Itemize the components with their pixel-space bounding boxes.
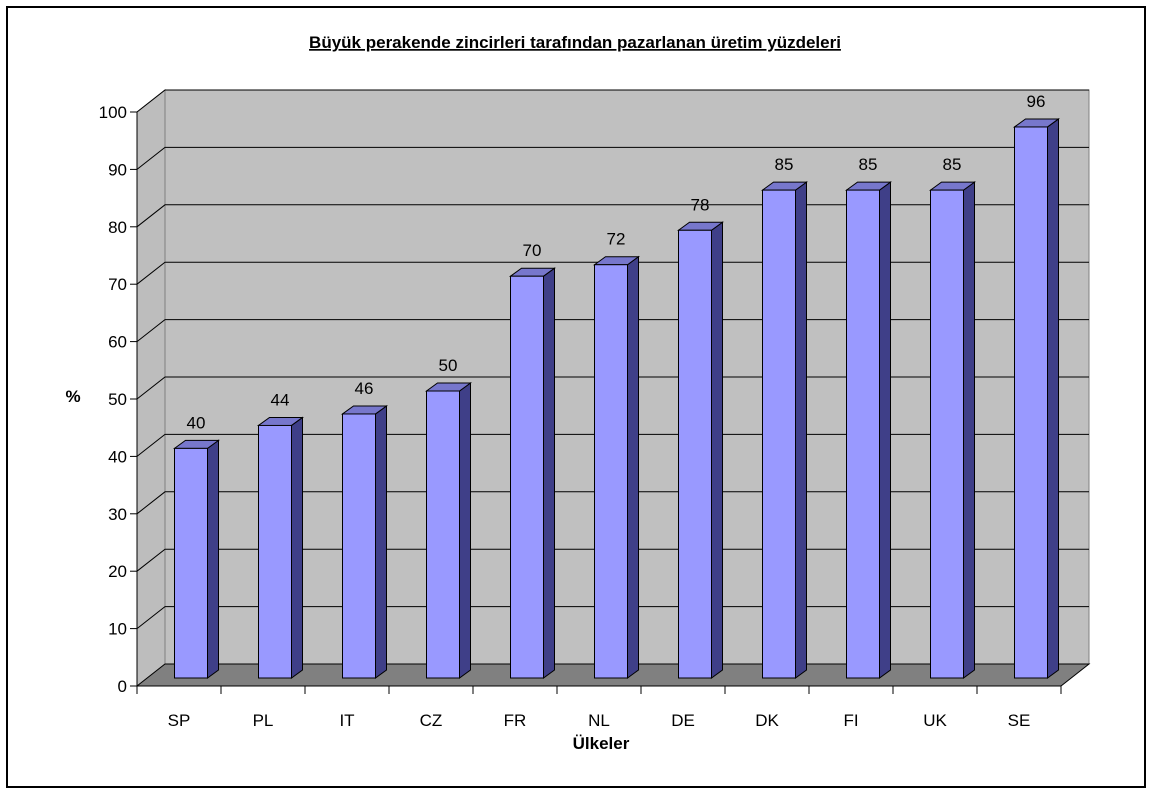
- bar-side-face: [1047, 117, 1059, 679]
- data-label-fi: 85: [859, 155, 878, 174]
- bar-side-face: [627, 255, 639, 679]
- labels: 0 10 20 30 40 50 60 70 80 90 100 40 SP 44 PL 46 IT 50 CZ 70…: [99, 92, 1046, 730]
- bar-se: [1012, 117, 1061, 679]
- bar-front-face: [930, 189, 964, 679]
- bar-side-face: [459, 382, 471, 679]
- chart-svg: Büyük perakende zincirleri tarafından pa…: [6, 6, 1146, 788]
- bars: [172, 117, 1061, 679]
- bar-side-face: [963, 181, 975, 679]
- bar-front-face: [426, 390, 460, 679]
- bar-de: [676, 221, 725, 679]
- x-tick-label-sp: SP: [168, 711, 191, 730]
- data-label-se: 96: [1027, 92, 1046, 111]
- y-tick-label: 50: [108, 390, 127, 409]
- data-label-sp: 40: [187, 413, 206, 432]
- data-label-cz: 50: [439, 356, 458, 375]
- bar-dk: [760, 181, 809, 679]
- x-tick-label-fr: FR: [504, 711, 527, 730]
- y-tick-label: 30: [108, 505, 127, 524]
- y-tick-label: 20: [108, 562, 127, 581]
- bar-sp: [172, 439, 221, 679]
- data-label-uk: 85: [943, 155, 962, 174]
- bar-fr: [508, 267, 557, 679]
- x-tick-label-fi: FI: [843, 711, 858, 730]
- data-label-nl: 72: [607, 230, 626, 249]
- y-tick-label: 80: [108, 218, 127, 237]
- bar-front-face: [342, 413, 376, 679]
- bar-front-face: [258, 424, 292, 679]
- bar-side-face: [711, 221, 723, 679]
- bar-uk: [928, 181, 977, 679]
- x-tick-label-se: SE: [1008, 711, 1031, 730]
- x-axis-label: Ülkeler: [573, 734, 630, 753]
- y-tick-label: 70: [108, 275, 127, 294]
- bar-pl: [256, 416, 305, 679]
- bar-front-face: [846, 189, 880, 679]
- bar-side-face: [291, 416, 303, 679]
- bar-nl: [592, 255, 641, 679]
- data-label-pl: 44: [271, 390, 290, 409]
- bar-side-face: [879, 181, 891, 679]
- bar-cz: [424, 382, 473, 679]
- bar-side-face: [207, 439, 219, 679]
- bar-front-face: [1014, 126, 1048, 679]
- x-tick-label-de: DE: [671, 711, 695, 730]
- bar-front-face: [678, 229, 712, 679]
- y-tick-label: 90: [108, 160, 127, 179]
- y-axis-label: %: [65, 387, 80, 406]
- y-tick-label: 60: [108, 333, 127, 352]
- x-tick-label-cz: CZ: [420, 711, 443, 730]
- y-tick-label: 40: [108, 447, 127, 466]
- bar-it: [340, 404, 389, 679]
- y-tick-label: 10: [108, 620, 127, 639]
- bar-front-face: [510, 275, 544, 679]
- bar-front-face: [762, 189, 796, 679]
- chart-title: Büyük perakende zincirleri tarafından pa…: [309, 33, 841, 52]
- bar-side-face: [795, 181, 807, 679]
- chart-container: Büyük perakende zincirleri tarafından pa…: [6, 6, 1146, 788]
- bar-front-face: [174, 447, 208, 679]
- y-tick-label: 100: [99, 103, 127, 122]
- x-tick-label-nl: NL: [588, 711, 610, 730]
- x-tick-label-it: IT: [339, 711, 354, 730]
- x-tick-label-dk: DK: [755, 711, 779, 730]
- y-tick-label: 0: [118, 677, 127, 696]
- x-tick-label-uk: UK: [923, 711, 947, 730]
- bar-fi: [844, 181, 893, 679]
- gridline: [136, 89, 1089, 113]
- x-tick-label-pl: PL: [253, 711, 274, 730]
- bar-front-face: [594, 264, 628, 679]
- data-label-fr: 70: [523, 241, 542, 260]
- bar-side-face: [543, 267, 555, 679]
- data-label-dk: 85: [775, 155, 794, 174]
- axes: [130, 111, 1062, 694]
- bar-side-face: [375, 404, 387, 679]
- data-label-de: 78: [691, 195, 710, 214]
- data-label-it: 46: [355, 379, 374, 398]
- gridline: [136, 146, 1089, 170]
